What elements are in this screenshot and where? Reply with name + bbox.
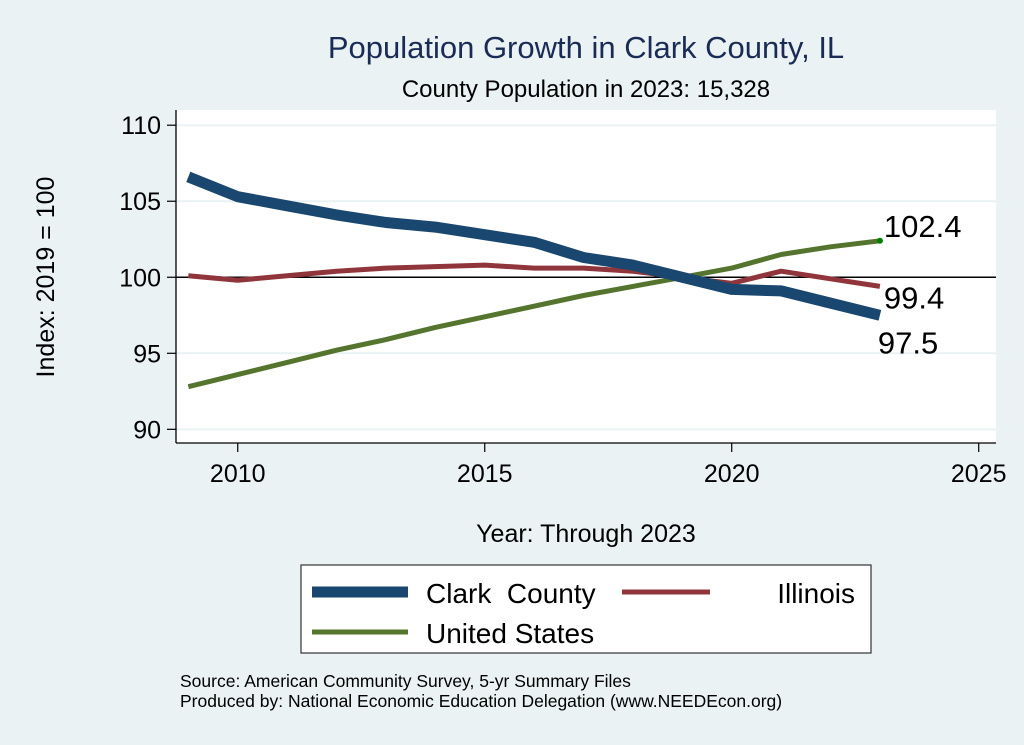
series-group <box>186 171 883 390</box>
chart-title: Population Growth in Clark County, IL <box>328 30 844 65</box>
producer-note: Produced by: National Economic Education… <box>180 691 782 711</box>
y-tick-label-90: 90 <box>133 416 161 444</box>
legend-label-clark-county: Clark County <box>426 578 596 609</box>
chart-subtitle: County Population in 2023: 15,328 <box>402 76 770 103</box>
y-tick-label-100: 100 <box>119 264 161 292</box>
y-axis-label: Index: 2019 = 100 <box>32 177 60 378</box>
legend-box <box>300 564 872 654</box>
x-tick-label-2020: 2020 <box>704 460 760 488</box>
gridlines <box>176 124 996 431</box>
y-tick-label-105: 105 <box>119 188 161 216</box>
x-axis-label: Year: Through 2023 <box>476 520 696 548</box>
legend-label-illinois: Illinois <box>777 578 855 609</box>
series-line-clark-county <box>186 171 882 321</box>
end-label-illinois: 99.4 <box>884 280 944 315</box>
source-note: Source: American Community Survey, 5-yr … <box>180 671 631 691</box>
end-label-united-states: 102.4 <box>884 209 962 244</box>
series-line-united-states <box>187 238 881 390</box>
end-labels: 97.5 99.4 102.4 <box>878 209 962 361</box>
x-ticks: 2010 2015 2020 2025 <box>210 443 1007 488</box>
y-ticks: 90 95 100 105 110 <box>119 112 176 444</box>
end-marker-united-states <box>876 237 883 244</box>
x-tick-label-2015: 2015 <box>457 460 513 488</box>
legend: Clark County Illinois United States <box>300 564 872 654</box>
series-line-illinois <box>188 262 881 289</box>
end-label-clark-county: 97.5 <box>878 325 938 360</box>
x-tick-label-2010: 2010 <box>210 460 266 488</box>
x-tick-label-2025: 2025 <box>951 460 1007 488</box>
y-tick-label-95: 95 <box>133 340 161 368</box>
legend-label-united-states: United States <box>426 618 594 649</box>
y-tick-label-110: 110 <box>121 112 161 140</box>
